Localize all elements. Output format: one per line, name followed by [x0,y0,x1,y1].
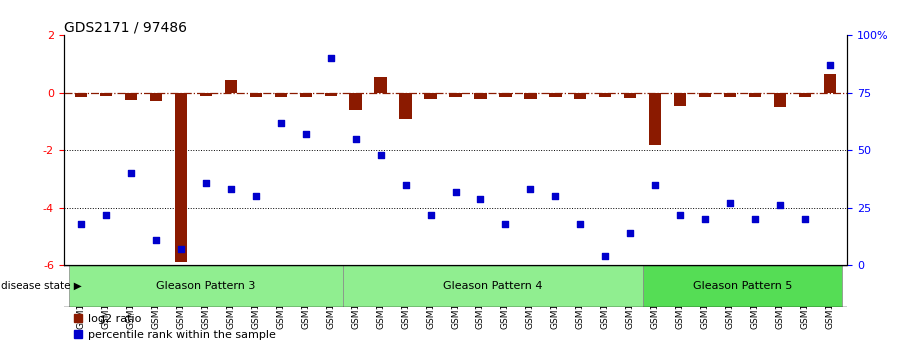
Bar [324,93,337,96]
Bar [799,93,811,97]
Text: Gleason Pattern 3: Gleason Pattern 3 [157,281,256,291]
Bar [674,93,686,106]
Bar [250,93,262,97]
Bar [343,265,642,307]
Bar [68,265,343,307]
Text: GDS2171 / 97486: GDS2171 / 97486 [64,20,187,34]
Bar [599,93,611,97]
Bar [175,93,188,262]
Point [722,200,737,206]
Point [573,221,588,227]
Point [124,171,138,176]
Bar [200,93,212,96]
Point [523,187,537,192]
Point [148,237,163,243]
Bar [749,93,762,97]
Bar [649,93,661,144]
Bar [274,93,287,97]
Bar [75,93,87,97]
Bar [475,93,486,99]
Point [748,216,763,222]
Legend: log2 ratio, percentile rank within the sample: log2 ratio, percentile rank within the s… [69,310,281,344]
Bar [125,93,138,100]
Bar [149,93,162,102]
Text: disease state ▶: disease state ▶ [1,281,82,291]
Point [623,230,638,236]
Point [74,221,88,227]
Bar [723,93,736,97]
Bar [300,93,312,97]
Point [174,246,189,252]
Point [498,221,513,227]
Bar [374,77,387,93]
Point [797,216,812,222]
Bar [350,93,362,110]
Bar [642,265,843,307]
Bar [773,93,786,107]
Bar [449,93,462,97]
Bar [824,74,836,93]
Bar [624,93,637,98]
Point [299,131,313,137]
Bar [574,93,587,99]
Point [224,187,239,192]
Bar [425,93,436,99]
Point [823,62,837,68]
Point [199,180,213,185]
Point [398,182,413,188]
Point [773,202,787,208]
Point [249,194,263,199]
Text: Gleason Pattern 4: Gleason Pattern 4 [443,281,543,291]
Point [374,152,388,158]
Point [473,196,487,201]
Point [424,212,438,217]
Point [672,212,687,217]
Bar [499,93,512,97]
Bar [699,93,711,97]
Point [648,182,662,188]
Bar [100,93,112,96]
Bar [524,93,537,99]
Point [348,136,363,142]
Bar [225,80,237,93]
Bar [399,93,412,119]
Point [323,56,338,61]
Point [598,253,612,259]
Point [548,194,563,199]
Point [448,189,463,195]
Point [99,212,114,217]
Bar [549,93,561,97]
Point [273,120,288,126]
Point [698,216,712,222]
Text: Gleason Pattern 5: Gleason Pattern 5 [692,281,793,291]
